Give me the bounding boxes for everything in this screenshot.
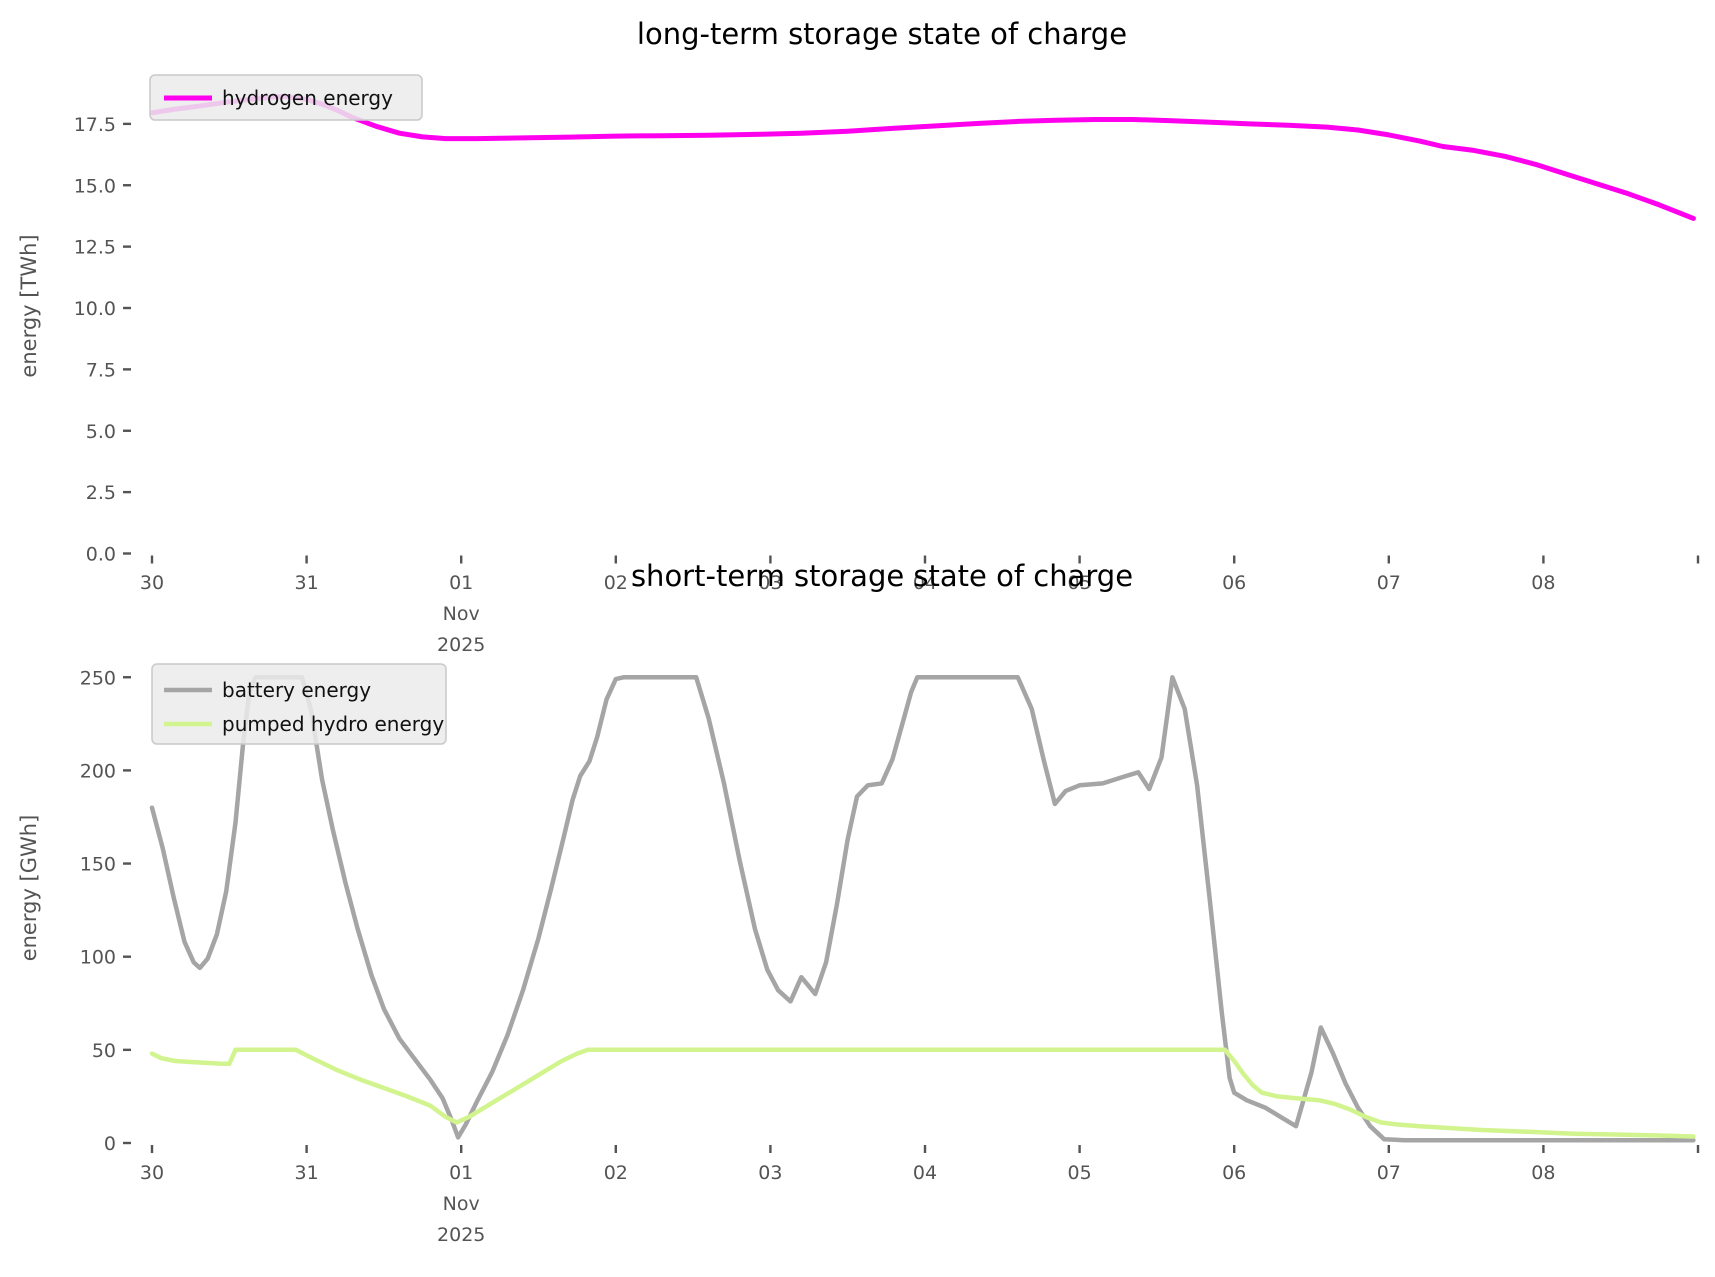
x-tick-label: 31	[295, 1162, 319, 1184]
axes: 30 31 01 Nov 2025 02 03 04 05 06 07 08 0 50 100 150 200 2…	[80, 667, 1700, 1246]
battery-energy-line	[149, 675, 1696, 1143]
x-tick-label: 08	[1531, 1162, 1555, 1184]
y-tick-label: 250	[80, 667, 116, 689]
x-tick-label: 30	[140, 572, 164, 594]
y-axis-label-twh: energy [TWh]	[17, 234, 41, 377]
plot-lines	[149, 675, 1696, 1143]
x-tick-label: 03	[758, 572, 782, 594]
x-tick-label: 03	[758, 1162, 782, 1184]
pumped-hydro-energy-line	[149, 1047, 1696, 1139]
long-term-chart: 30 31 01 Nov 2025 02 03 04 05 06 07 08 0.0 2.5 5.0 7.5 1…	[17, 17, 1700, 656]
y-tick-label: 12.5	[74, 237, 116, 259]
y-tick-label: 200	[80, 760, 116, 782]
x-tick-label: 04	[913, 572, 937, 594]
legend-label-pumped-hydro: pumped hydro energy	[222, 712, 444, 736]
y-tick-label: 10.0	[74, 298, 116, 320]
x-tick-label: 04	[913, 1162, 937, 1184]
legend: battery energy pumped hydro energy	[151, 663, 447, 745]
legend-label-battery: battery energy	[222, 678, 371, 702]
y-tick-label: 0.0	[86, 544, 116, 566]
x-tick-label: 31	[295, 572, 319, 594]
y-tick-label: 5.0	[86, 421, 116, 443]
axes: 30 31 01 Nov 2025 02 03 04 05 06 07 08 0.0 2.5 5.0 7.5 1…	[74, 114, 1700, 656]
x-tick-label: 07	[1377, 1162, 1401, 1184]
y-tick-label: 7.5	[86, 359, 116, 381]
y-tick-label: 150	[80, 854, 116, 876]
x-tick-label: 01 Nov 2025	[437, 572, 485, 656]
x-tick-label: 06	[1222, 572, 1246, 594]
y-tick-label: 50	[92, 1040, 116, 1062]
legend-label-hydrogen: hydrogen energy	[222, 86, 393, 110]
legend-box	[151, 663, 447, 745]
x-tick-label: 02	[604, 572, 628, 594]
y-tick-label: 17.5	[74, 114, 116, 136]
x-tick-label: 07	[1377, 572, 1401, 594]
chart-title-short-term: short-term storage state of charge	[631, 559, 1133, 593]
y-tick-label: 15.0	[74, 175, 116, 197]
x-tick-label: 05	[1068, 572, 1092, 594]
x-tick-label: 30	[140, 1162, 164, 1184]
x-tick-label: 08	[1531, 572, 1555, 594]
x-tick-label: 06	[1222, 1162, 1246, 1184]
y-tick-label: 0	[104, 1133, 116, 1155]
legend: hydrogen energy	[149, 74, 423, 121]
chart-title-long-term: long-term storage state of charge	[637, 17, 1127, 51]
y-tick-label: 100	[80, 947, 116, 969]
y-tick-label: 2.5	[86, 482, 116, 504]
x-tick-label: 05	[1068, 1162, 1092, 1184]
x-tick-label: 01 Nov 2025	[437, 1162, 485, 1246]
x-tick-label: 02	[604, 1162, 628, 1184]
y-axis-label-gwh: energy [GWh]	[17, 815, 41, 962]
legend-box	[149, 74, 423, 121]
